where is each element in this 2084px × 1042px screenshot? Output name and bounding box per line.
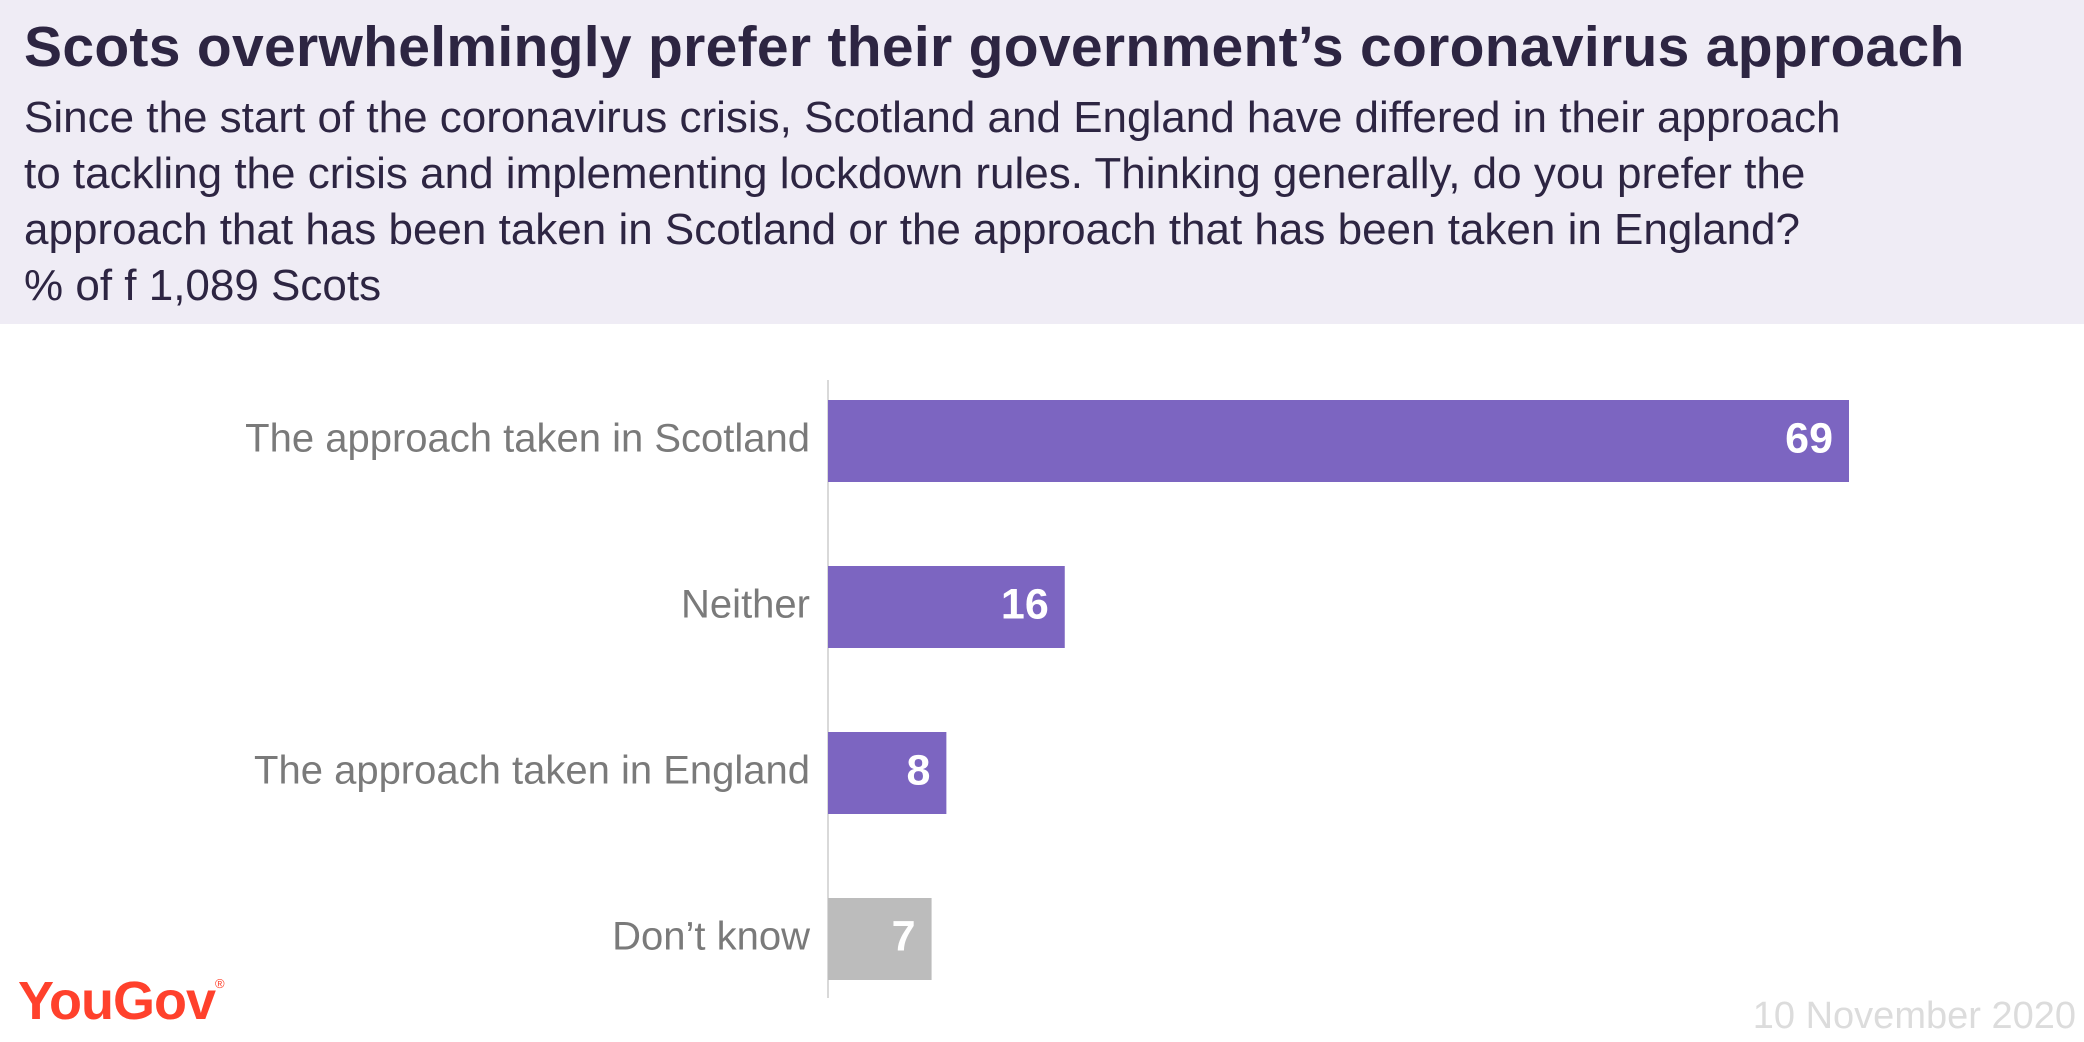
bar [828,732,947,814]
publication-date: 10 November 2020 [1752,995,2076,1037]
header-banner: Scots overwhelmingly prefer their govern… [0,0,2084,324]
subtitle-line: % of f 1,089 Scots [24,261,382,310]
chart-subtitle: Since the start of the coronavirus crisi… [24,90,2064,314]
value-label: 16 [1001,580,1049,628]
bar [828,566,1065,648]
registered-mark: ® [215,976,225,991]
bar [828,898,932,980]
brand-name: YouGov [18,971,216,1031]
yougov-logo: YouGov® [18,970,225,1032]
category-label: Don’t know [612,915,810,959]
value-label: 7 [892,912,916,960]
value-label: 8 [906,746,930,794]
subtitle-line: to tackling the crisis and implementing … [24,149,1806,198]
bar [828,400,1849,482]
value-label: 69 [1785,414,1833,462]
subtitle-line: approach that has been taken in Scotland… [24,205,1800,254]
category-label: The approach taken in Scotland [245,417,810,461]
category-label: Neither [681,583,810,627]
chart-title: Scots overwhelmingly prefer their govern… [24,15,1965,79]
subtitle-line: Since the start of the coronavirus crisi… [24,93,1841,142]
category-label: The approach taken in England [254,749,810,793]
